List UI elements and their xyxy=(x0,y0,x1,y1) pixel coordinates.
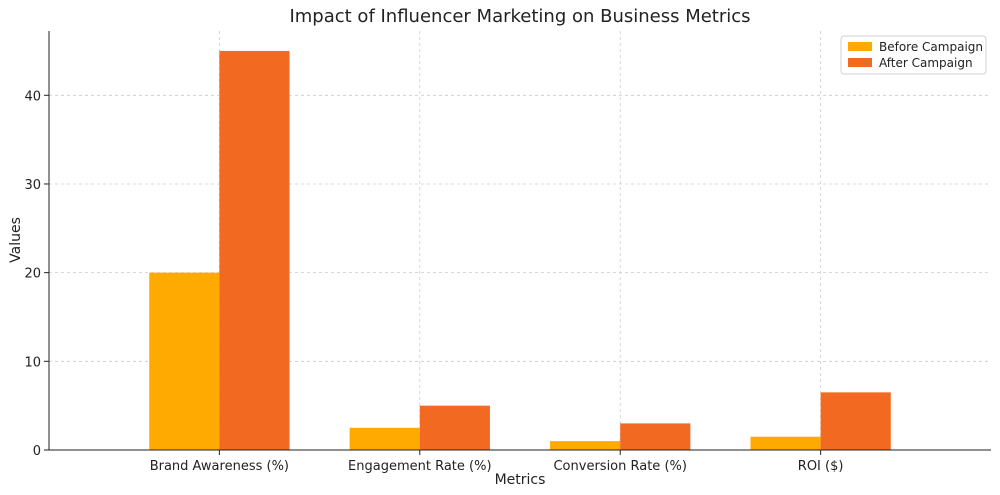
x-axis-title: Metrics xyxy=(495,472,546,488)
legend-label: Before Campaign xyxy=(879,40,983,54)
bar-before-0 xyxy=(149,272,220,450)
y-tick-label: 0 xyxy=(33,444,41,459)
axes-layer xyxy=(48,31,991,451)
bar-after-0 xyxy=(219,50,290,450)
x-tick-label: Engagement Rate (%) xyxy=(348,459,492,474)
bar-before-1 xyxy=(349,427,420,450)
legend-swatch xyxy=(848,42,872,51)
legend-swatch xyxy=(848,58,872,67)
legend-box xyxy=(840,35,987,75)
legend-label: After Campaign xyxy=(879,56,973,70)
bar-after-2 xyxy=(620,423,691,450)
x-tick-label: Conversion Rate (%) xyxy=(553,459,686,474)
chart-title: Impact of Influencer Marketing on Busine… xyxy=(289,6,750,27)
x-tick-label: Brand Awareness (%) xyxy=(150,459,289,474)
legend: Before Campaign After Campaign xyxy=(840,35,987,75)
bar-before-3 xyxy=(750,436,821,450)
bar-before-2 xyxy=(550,441,621,450)
x-tick-label: ROI ($) xyxy=(798,459,844,474)
y-axis-title: Values xyxy=(8,217,24,263)
y-tick-label: 40 xyxy=(24,89,41,104)
y-tick-label: 20 xyxy=(24,267,41,282)
y-tick-label: 10 xyxy=(24,355,41,370)
bar-after-1 xyxy=(419,405,490,450)
y-tick-label: 30 xyxy=(24,178,41,193)
bars-layer xyxy=(149,50,891,450)
ticks-layer: 0 10 20 30 40 Brand Awareness (%) Engagement R… xyxy=(24,89,843,474)
bar-after-3 xyxy=(820,392,891,450)
